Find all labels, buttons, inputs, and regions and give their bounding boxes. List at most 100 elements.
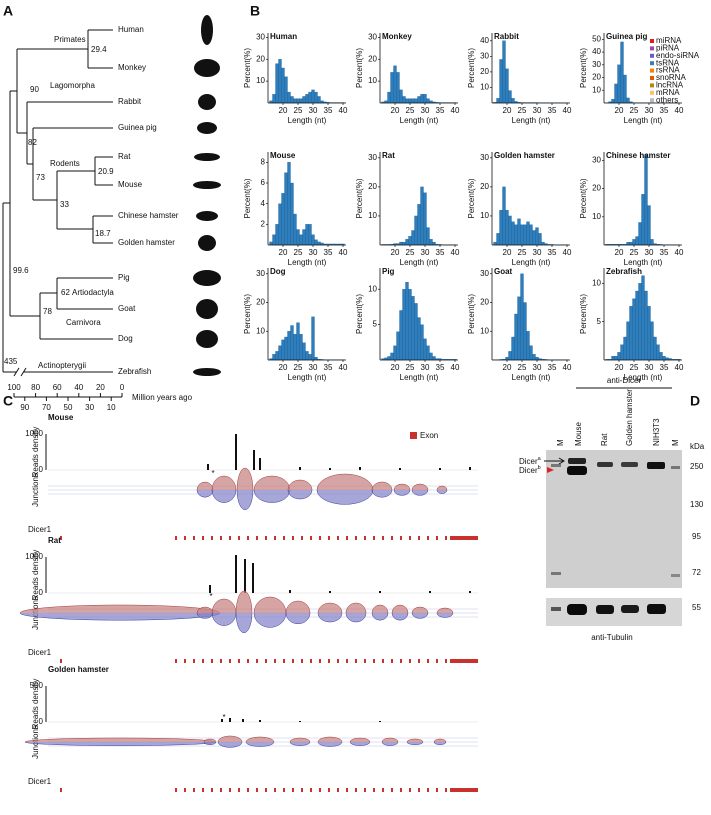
exon <box>211 659 213 663</box>
junction-arc <box>349 737 371 743</box>
bar <box>493 241 497 246</box>
bar <box>629 306 633 361</box>
species-label: Dog <box>118 334 133 343</box>
species-label: Pig <box>118 273 130 282</box>
bar <box>508 215 512 246</box>
exon <box>418 536 420 540</box>
exon <box>256 659 258 663</box>
junction-arc <box>371 481 393 491</box>
bar <box>514 313 518 361</box>
read-spike <box>399 468 401 470</box>
tree <box>2 29 113 373</box>
bar <box>420 324 424 361</box>
bar <box>296 322 300 361</box>
silhouette <box>196 330 218 348</box>
read-spike <box>299 721 301 722</box>
junction-arc <box>411 606 429 614</box>
exon <box>256 536 258 540</box>
chart-title: Human <box>270 32 297 41</box>
bar <box>623 336 627 361</box>
junction-arc <box>436 612 454 618</box>
junction-arc <box>211 489 237 503</box>
exon <box>220 536 222 540</box>
y-tick-label: 30 <box>368 153 377 162</box>
exon <box>193 659 195 663</box>
y-tick-label: 10 <box>256 326 265 335</box>
track-title: Mouse <box>48 413 74 422</box>
bar <box>402 289 406 361</box>
y-tick-label: 30 <box>480 153 489 162</box>
bar <box>278 59 282 104</box>
band <box>567 466 587 475</box>
ladder-band <box>551 572 561 575</box>
x-tick-label: 30 <box>533 363 542 372</box>
silhouette <box>196 211 218 221</box>
bar <box>532 230 536 246</box>
species-label: Mouse <box>118 180 143 189</box>
exon <box>436 536 438 540</box>
junction-arc <box>24 741 216 746</box>
exon <box>283 536 285 540</box>
y-axis-label: Percent(%) <box>355 178 364 218</box>
x-tick-label: 25 <box>406 363 415 372</box>
junction-arc <box>371 604 389 614</box>
lane-label: NIH3T3 <box>652 418 661 446</box>
y-axis-label: Percent(%) <box>467 48 476 88</box>
band <box>597 462 613 467</box>
exon <box>283 788 285 792</box>
ladder-band <box>551 607 561 611</box>
y-axis-label: Percent(%) <box>243 178 252 218</box>
read-spike <box>329 468 331 470</box>
chart-title: Rabbit <box>494 32 519 41</box>
exon <box>202 659 204 663</box>
antibody-label: anti-Dicer <box>607 376 642 385</box>
exon <box>211 788 213 792</box>
junction-arc <box>19 612 221 621</box>
bar <box>314 91 318 104</box>
junction-arc <box>253 596 287 614</box>
band <box>621 462 638 467</box>
bar <box>305 94 309 104</box>
bar <box>302 96 306 104</box>
silhouettes <box>193 15 221 376</box>
x-tick-label: 35 <box>660 248 669 257</box>
bar <box>641 275 645 361</box>
bar <box>314 356 318 361</box>
junction-arc <box>253 612 287 628</box>
y-tick-label: 30 <box>256 32 265 41</box>
y-tick-label: 10 <box>480 83 489 92</box>
bar <box>535 227 539 246</box>
legend-swatch <box>650 68 654 73</box>
bar <box>305 351 309 361</box>
bar <box>620 344 624 361</box>
junction-arc <box>316 489 374 505</box>
x-tick-label: 25 <box>294 248 303 257</box>
legend-swatch <box>650 98 654 103</box>
bar <box>405 239 409 246</box>
panel-label: B <box>250 3 260 19</box>
y-axis-label: Percent(%) <box>467 178 476 218</box>
junction-arc <box>391 604 409 614</box>
marker-label: 250 <box>690 462 704 471</box>
bar <box>396 331 400 361</box>
x-tick-label: 30 <box>421 363 430 372</box>
x-tick-label: 20 <box>391 106 400 115</box>
exon <box>256 788 258 792</box>
marker-label: 95 <box>692 532 701 541</box>
break-gap <box>17 368 23 376</box>
bar <box>284 172 288 246</box>
junction-arc <box>433 741 447 745</box>
y-axis-label: Percent(%) <box>355 294 364 334</box>
marker-label: 55 <box>692 603 701 612</box>
bar <box>281 339 285 361</box>
y-tick-label: 5 <box>597 317 602 326</box>
x-axis-label: Length (nt) <box>288 258 327 267</box>
exon <box>319 536 321 540</box>
y-tick-label: 10 <box>368 76 377 85</box>
read-spike <box>209 585 211 593</box>
density-tick-label: 0 <box>39 717 44 726</box>
exon <box>391 536 393 540</box>
x-tick-label: 40 <box>339 106 348 115</box>
species-label: Monkey <box>118 63 146 72</box>
